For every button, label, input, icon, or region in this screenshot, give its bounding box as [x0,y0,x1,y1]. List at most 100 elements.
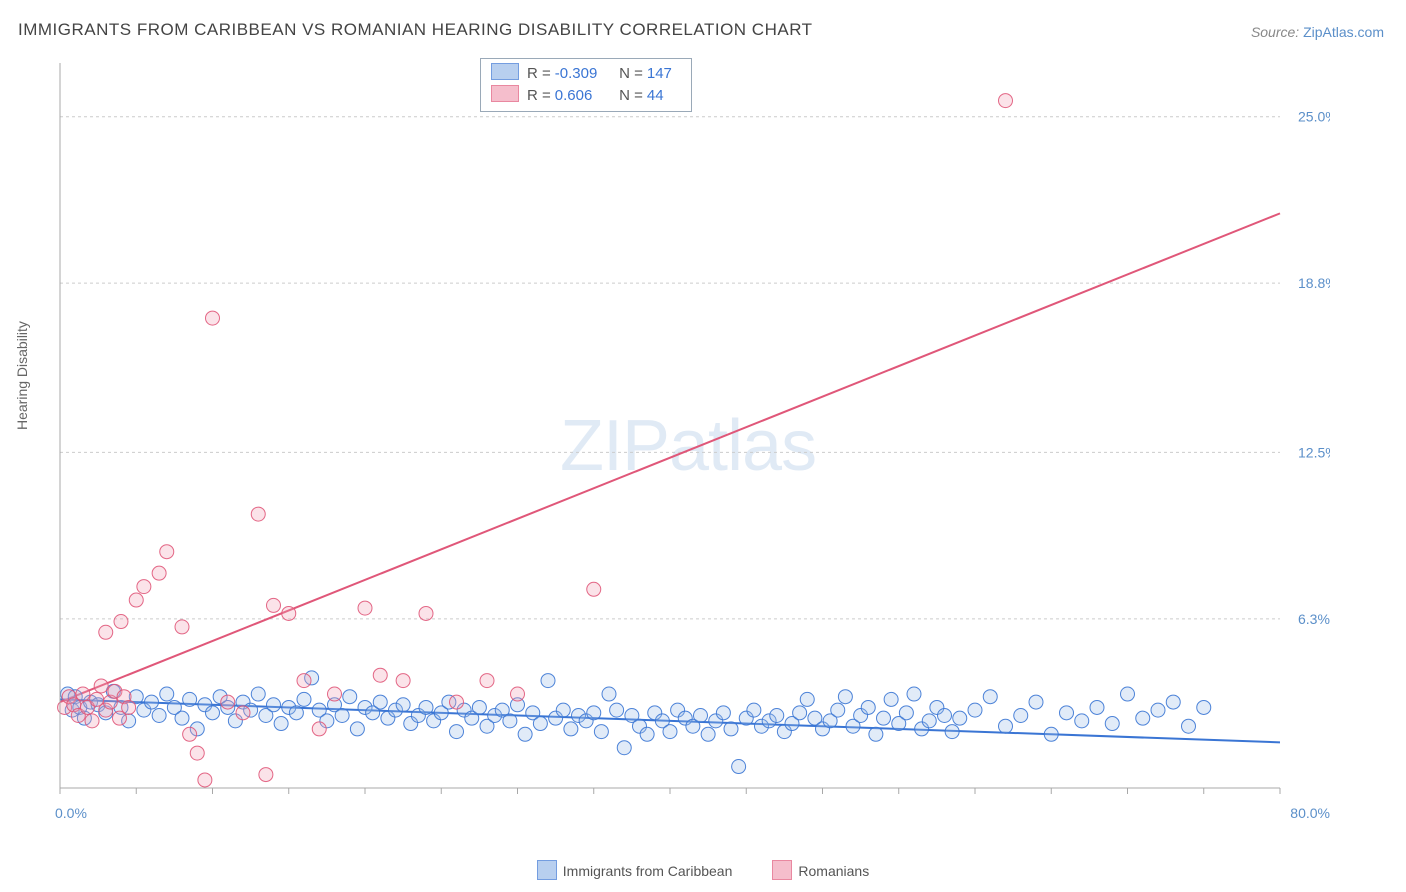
scatter-point-caribbean [968,703,982,717]
scatter-point-romanians [259,768,273,782]
scatter-point-caribbean [564,722,578,736]
scatter-point-romanians [198,773,212,787]
correlation-legend-box: R =-0.309 N =147R =0.606 N =44 [480,58,692,112]
scatter-point-romanians [152,566,166,580]
scatter-point-romanians [267,598,281,612]
scatter-point-caribbean [1060,706,1074,720]
legend-label: Romanians [798,863,869,879]
scatter-point-caribbean [145,695,159,709]
n-label: N = [619,65,643,82]
scatter-point-caribbean [533,717,547,731]
scatter-point-caribbean [503,714,517,728]
scatter-point-romanians [175,620,189,634]
n-label: N = [619,87,643,104]
scatter-point-romanians [396,674,410,688]
scatter-point-romanians [236,706,250,720]
scatter-point-romanians [122,700,136,714]
scatter-point-caribbean [541,674,555,688]
scatter-point-caribbean [419,700,433,714]
scatter-point-caribbean [289,706,303,720]
source-label: Source: [1251,24,1299,40]
scatter-point-caribbean [602,687,616,701]
scatter-point-romanians [480,674,494,688]
x-min-label: 0.0% [55,805,87,821]
x-max-label: 80.0% [1290,805,1330,821]
scatter-point-caribbean [297,692,311,706]
scatter-point-caribbean [701,727,715,741]
scatter-point-caribbean [396,698,410,712]
n-value: 147 [647,63,681,85]
y-tick-label: 25.0% [1298,109,1330,125]
scatter-point-caribbean [350,722,364,736]
scatter-point-caribbean [1044,727,1058,741]
scatter-point-caribbean [953,711,967,725]
scatter-point-caribbean [1166,695,1180,709]
scatter-point-caribbean [183,692,197,706]
corr-row-caribbean: R =-0.309 N =147 [491,63,681,85]
y-axis-title: Hearing Disability [14,321,30,430]
scatter-point-romanians [358,601,372,615]
y-tick-label: 6.3% [1298,611,1330,627]
legend-swatch-icon [772,860,792,880]
scatter-point-romanians [373,668,387,682]
scatter-point-caribbean [343,690,357,704]
scatter-point-caribbean [335,709,349,723]
scatter-point-caribbean [1075,714,1089,728]
legend-item-caribbean: Immigrants from Caribbean [537,863,733,879]
scatter-point-caribbean [663,725,677,739]
scatter-point-romanians [419,606,433,620]
scatter-point-caribbean [899,706,913,720]
plot-area: 6.3%12.5%18.8%25.0%0.0%80.0% [50,58,1330,828]
scatter-point-caribbean [838,690,852,704]
scatter-point-caribbean [472,700,486,714]
scatter-point-caribbean [1182,719,1196,733]
scatter-point-caribbean [160,687,174,701]
scatter-point-caribbean [694,709,708,723]
scatter-point-caribbean [747,703,761,717]
source-link[interactable]: ZipAtlas.com [1303,24,1384,40]
scatter-point-caribbean [861,700,875,714]
scatter-point-caribbean [770,709,784,723]
scatter-point-caribbean [175,711,189,725]
scatter-point-caribbean [877,711,891,725]
scatter-point-caribbean [556,703,570,717]
scatter-point-romanians [99,625,113,639]
scatter-point-caribbean [1029,695,1043,709]
scatter-point-caribbean [518,727,532,741]
r-value: -0.309 [555,63,611,85]
scatter-point-caribbean [1014,709,1028,723]
scatter-point-romanians [190,746,204,760]
legend-swatch-icon [537,860,557,880]
scatter-point-romanians [297,674,311,688]
scatter-point-caribbean [831,703,845,717]
scatter-point-caribbean [869,727,883,741]
scatter-point-romanians [183,727,197,741]
scatter-point-caribbean [945,725,959,739]
scatter-point-romanians [129,593,143,607]
scatter-point-caribbean [640,727,654,741]
scatter-point-caribbean [206,706,220,720]
scatter-point-romanians [221,695,235,709]
scatter-point-caribbean [617,741,631,755]
scatter-point-romanians [511,687,525,701]
chart-title: IMMIGRANTS FROM CARIBBEAN VS ROMANIAN HE… [18,20,813,40]
scatter-point-romanians [76,687,90,701]
scatter-point-romanians [251,507,265,521]
scatter-chart: 6.3%12.5%18.8%25.0%0.0%80.0% [50,58,1330,828]
scatter-point-romanians [114,615,128,629]
scatter-point-caribbean [1121,687,1135,701]
scatter-point-caribbean [983,690,997,704]
scatter-point-romanians [160,545,174,559]
scatter-point-caribbean [1197,700,1211,714]
scatter-point-romanians [999,94,1013,108]
scatter-point-caribbean [274,717,288,731]
scatter-point-romanians [312,722,326,736]
y-tick-label: 12.5% [1298,444,1330,460]
scatter-point-caribbean [999,719,1013,733]
scatter-point-romanians [85,714,99,728]
scatter-point-romanians [282,606,296,620]
scatter-point-romanians [450,695,464,709]
scatter-point-caribbean [793,706,807,720]
scatter-point-caribbean [716,706,730,720]
scatter-point-caribbean [152,709,166,723]
